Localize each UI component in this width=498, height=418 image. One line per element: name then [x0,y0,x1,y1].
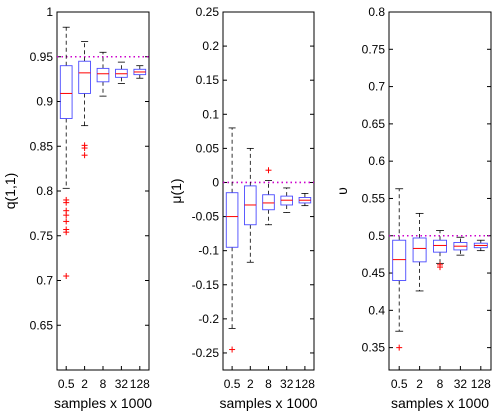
box-iqr [96,67,110,83]
chart-panel-3: 0.35 0.4 0.45 0.5 0.55 0.6 0.65 0.7 0.75 0.8 0.5 2 8… [334,5,492,411]
x-tick-label: 2 [81,377,88,391]
y-tick-label: 0.1 [202,107,219,121]
outlier-marker [63,218,70,225]
x-tick-label: 0.5 [391,377,408,391]
y-axis-label: q(1,1) [2,173,18,210]
box-iqr [433,239,447,253]
y-tick-label: -0.2 [198,312,219,326]
x-tick-label: 2 [416,377,423,391]
y-tick-label: 0.05 [196,141,220,155]
y-tick-label: 0.5 [368,229,385,243]
x-axis-label: samples x 1000 [54,395,152,411]
y-tick-label: 0.35 [362,341,386,355]
chart-panel-1: 0.65 0.7 0.75 0.8 0.85 0.9 0.95 1 0.5 2 8 32 128 samp… [2,5,152,411]
box-32 [115,61,128,84]
box-8 [262,167,275,226]
y-tick-label: 0.8 [368,5,385,19]
outlier-marker [396,344,403,351]
box-2 [244,147,257,263]
y-tick-label: 0.75 [30,229,54,243]
x-tick-label: 128 [130,377,150,391]
box-iqr [262,194,275,211]
y-tick-label: 0.65 [362,117,386,131]
x-tick-label: 8 [437,377,444,391]
box-128 [473,239,488,252]
x-axis-label: samples x 1000 [391,395,489,411]
y-tick-label: 0.6 [368,154,385,168]
y-tick-label: 0.75 [362,42,386,56]
box-iqr [392,239,407,281]
y-tick-label: 0.2 [202,39,219,53]
box-32 [453,236,468,256]
box-iqr [59,65,73,119]
box-2 [78,41,91,159]
y-tick-label: 0.95 [30,50,54,64]
y-tick-label: 0.9 [36,95,53,109]
box-128 [133,65,147,79]
x-tick-label: 32 [115,377,129,391]
outlier-marker [63,199,70,206]
outlier-marker [229,346,236,353]
x-tick-label: 32 [280,377,294,391]
outlier-marker [81,145,88,152]
y-tick-label: 0.8 [36,184,53,198]
outlier-marker [63,273,70,280]
y-axis-label: μ(1) [168,178,184,203]
y-tick-label: 0.45 [362,266,386,280]
box-8 [96,51,110,97]
y-tick-label: 0.65 [30,318,54,332]
plot-frame [388,11,492,371]
outlier-marker [437,264,443,271]
y-tick-label: 0.7 [36,274,53,288]
outlier-marker [63,212,70,219]
box-iqr [225,192,239,248]
y-tick-label: 1 [46,5,53,19]
y-axis-label: υ [334,187,350,195]
y-tick-label: 0.85 [30,139,54,153]
y-tick-label: -0.25 [192,346,220,360]
y-tick-label: -0.15 [192,278,220,292]
box-8 [433,230,447,271]
x-tick-label: 2 [247,377,254,391]
y-tick-label: 0 [212,175,219,189]
x-tick-label: 0.5 [58,377,75,391]
outlier-marker [81,152,88,159]
box-0.5 [392,188,407,351]
box-0.5 [225,127,239,353]
y-tick-label: -0.05 [192,210,220,224]
box-iqr [412,237,427,263]
outlier-marker [265,167,272,174]
y-tick-label: 0.15 [196,73,220,87]
y-tick-label: 0.7 [368,80,385,94]
box-128 [298,192,312,207]
x-tick-label: 8 [100,377,107,391]
y-tick-label: -0.1 [198,244,219,258]
x-tick-label: 32 [454,377,468,391]
chart-panel-2: -0.25 -0.2 -0.15 -0.1 -0.05 0 0.05 0.1 0.15 0.2 0.… [168,5,318,411]
x-tick-label: 8 [265,377,272,391]
box-32 [280,187,293,213]
y-tick-label: 0.25 [196,5,220,19]
box-0.5 [59,26,73,280]
y-tick-label: 0.55 [362,191,386,205]
y-tick-label: 0.4 [368,303,385,317]
x-axis-label: samples x 1000 [219,395,317,411]
x-tick-label: 0.5 [224,377,241,391]
box-iqr [78,60,91,94]
x-tick-label: 128 [295,377,315,391]
box-2 [412,212,427,292]
x-tick-label: 128 [471,377,491,391]
outlier-marker [63,229,70,236]
